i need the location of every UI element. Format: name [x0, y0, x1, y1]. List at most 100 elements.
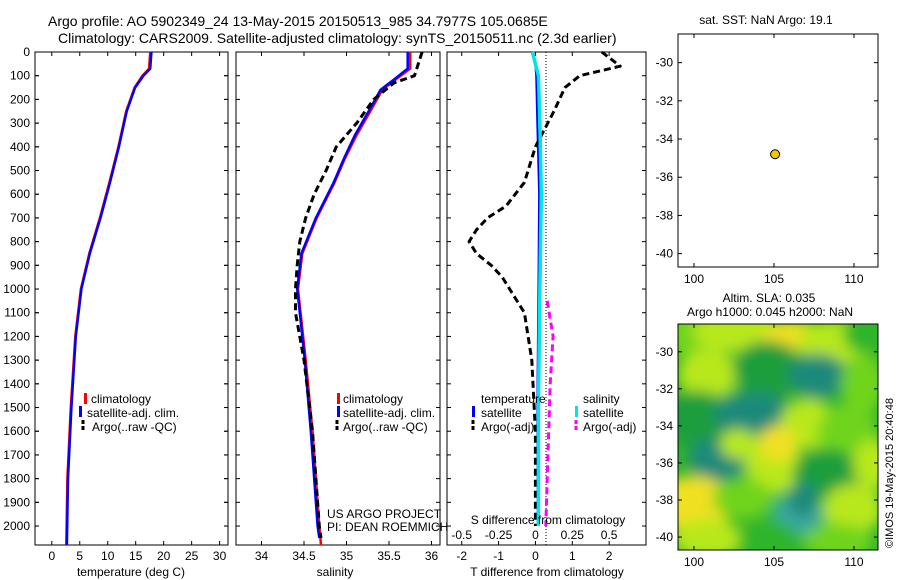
- legend-title-temperature: temperature: [481, 392, 546, 406]
- series-argo-raw-qc-: [294, 51, 424, 539]
- x-tick-label: 34.5: [292, 549, 316, 563]
- sla-blob: [733, 341, 803, 397]
- x-tick-label: -2: [456, 549, 467, 563]
- legend-swatch-climatology: [84, 393, 87, 404]
- x-tick-label: 1: [569, 549, 576, 563]
- sla-blob: [720, 429, 756, 459]
- lat-tick-label: -32: [656, 382, 674, 396]
- lat-tick-label: -38: [656, 208, 674, 222]
- credit-pi: PI: DEAN ROEMMICH: [327, 520, 448, 534]
- series-temperature-argo(-adj): [467, 50, 622, 526]
- position-map-title: sat. SST: NaN Argo: 19.1: [699, 13, 833, 27]
- depth-tick-label: 200: [10, 92, 30, 106]
- temperature-ticks: 0 5 10 15 20 25 30: [35, 51, 228, 563]
- series-satellite-adj-clim-: [65, 51, 153, 546]
- lon-tick-label: 105: [764, 272, 784, 286]
- position-map-points: [770, 149, 781, 160]
- depth-tick-label: 1900: [3, 495, 30, 509]
- x-tick-label: 30: [213, 549, 227, 563]
- lat-tick-label: -36: [656, 170, 674, 184]
- s-tick-label: 0: [532, 528, 539, 542]
- legend-climatology: climatology: [343, 392, 403, 406]
- depth-tick-label: 1800: [3, 472, 30, 486]
- x-tick-label: -1: [493, 549, 504, 563]
- salinity-panel: 34 34.5 35 35.5 36 climatology satellite-adj…: [235, 51, 448, 579]
- x-tick-label: 20: [157, 549, 171, 563]
- position-map-panel: sat. SST: NaN Argo: 19.1 100 105 110 -30 -32…: [656, 13, 879, 286]
- lon-tick-label: 105: [764, 555, 784, 569]
- legend-swatch-satellite: [79, 406, 82, 417]
- sla-title2: Argo h1000: 0.045 h2000: NaN: [687, 305, 853, 319]
- imos-stamp: ©IMOS 19-May-2015 20:40:48: [884, 398, 896, 548]
- x-tick-label: 35.5: [377, 549, 401, 563]
- legend-s-satellite: satellite: [583, 406, 624, 420]
- lat-tick-label: -40: [656, 530, 674, 544]
- depth-ticks: 0 100 200 300 400 500 600 700 800 900 1000 1100 1200…: [3, 45, 228, 533]
- x-tick-label: 35: [340, 549, 354, 563]
- s-tick-label: -0.25: [485, 528, 513, 542]
- difference-xlabel2: S difference from climatology: [471, 513, 626, 527]
- salinity-legend: climatology satellite-adj. clim. Argo(..…: [335, 392, 435, 434]
- lat-tick-label: -30: [656, 56, 674, 70]
- lat-tick-label: -40: [656, 247, 674, 261]
- sla-blob: [803, 524, 873, 550]
- legend-title-salinity: salinity: [583, 392, 620, 406]
- x-tick-label: 36: [425, 549, 439, 563]
- legend-argo: Argo(..raw -QC): [343, 420, 428, 434]
- sla-blob: [713, 392, 793, 436]
- x-tick-label: 15: [129, 549, 143, 563]
- header-line2: Climatology: CARS2009. Satellite-adjuste…: [58, 30, 616, 46]
- temperature-panel: 0100200300400500600700800900100011001200…: [3, 45, 229, 579]
- depth-tick-label: 1400: [3, 377, 30, 391]
- legend-s-argo: Argo(-adj): [583, 420, 636, 434]
- lon-tick-label: 110: [844, 272, 863, 286]
- s-tick-label: 0.5: [601, 528, 618, 542]
- sla-map-axes: [677, 323, 879, 551]
- depth-tick-label: 1300: [3, 353, 30, 367]
- depth-tick-label: 900: [10, 258, 30, 272]
- sla-blob: [823, 484, 878, 534]
- difference-xlabel: T difference from climatology: [470, 565, 624, 579]
- x-tick-label: 34: [255, 549, 269, 563]
- sla-blob: [843, 324, 878, 354]
- depth-tick-label: 1500: [3, 401, 30, 415]
- difference-legend: temperature salinity satellite Argo(-adj…: [471, 392, 636, 434]
- legend-satellite-adj: satellite-adj. clim.: [87, 406, 179, 420]
- sla-map-panel: Altim. SLA: 0.035 Argo h1000: 0.045 h200…: [656, 291, 896, 569]
- legend-satellite-adj: satellite-adj. clim.: [343, 406, 435, 420]
- depth-tick-label: 500: [10, 164, 30, 178]
- series-salinity-satellite: [530, 51, 544, 526]
- depth-tick-label: 800: [10, 235, 30, 249]
- sla-blob: [841, 354, 878, 414]
- depth-tick-label: 700: [10, 211, 30, 225]
- temperature-xlabel: temperature (deg C): [77, 565, 185, 579]
- sla-map-ticks: 100 105 110 -30 -32 -34 -36 -38 -40: [656, 324, 878, 569]
- difference-ticks: -2 -1 0 1 2: [447, 51, 646, 563]
- difference-panel: -2 -1 0 1 2 temperature salinity satellite A…: [446, 50, 647, 579]
- sla-field-blobs: [678, 324, 878, 550]
- sla-blob: [853, 439, 878, 489]
- salinity-difference-ticks: -0.5 -0.25 0 0.25 0.5: [451, 52, 618, 542]
- temperature-series: [65, 51, 153, 546]
- legend-swatch-satellite: [337, 406, 340, 417]
- lat-tick-label: -36: [656, 456, 674, 470]
- x-tick-label: 0: [532, 549, 539, 563]
- s-tick-label: -0.5: [451, 528, 472, 542]
- legend-swatch-climatology: [337, 393, 340, 404]
- legend-swatch-t-satellite: [472, 406, 475, 417]
- sla-heatmap: [678, 324, 878, 550]
- depth-tick-label: 300: [10, 116, 30, 130]
- lat-tick-label: -32: [656, 94, 674, 108]
- depth-tick-label: 1600: [3, 424, 30, 438]
- depth-tick-label: 1200: [3, 329, 30, 343]
- legend-t-satellite: satellite: [481, 406, 522, 420]
- legend-argo: Argo(..raw -QC): [92, 420, 177, 434]
- salinity-series: [294, 51, 424, 546]
- sla-blob: [738, 521, 798, 550]
- depth-tick-label: 2000: [3, 519, 30, 533]
- depth-tick-label: 600: [10, 187, 30, 201]
- argo-position-marker: [770, 149, 781, 160]
- legend-t-argo: Argo(-adj): [481, 420, 534, 434]
- lat-tick-label: -30: [656, 345, 674, 359]
